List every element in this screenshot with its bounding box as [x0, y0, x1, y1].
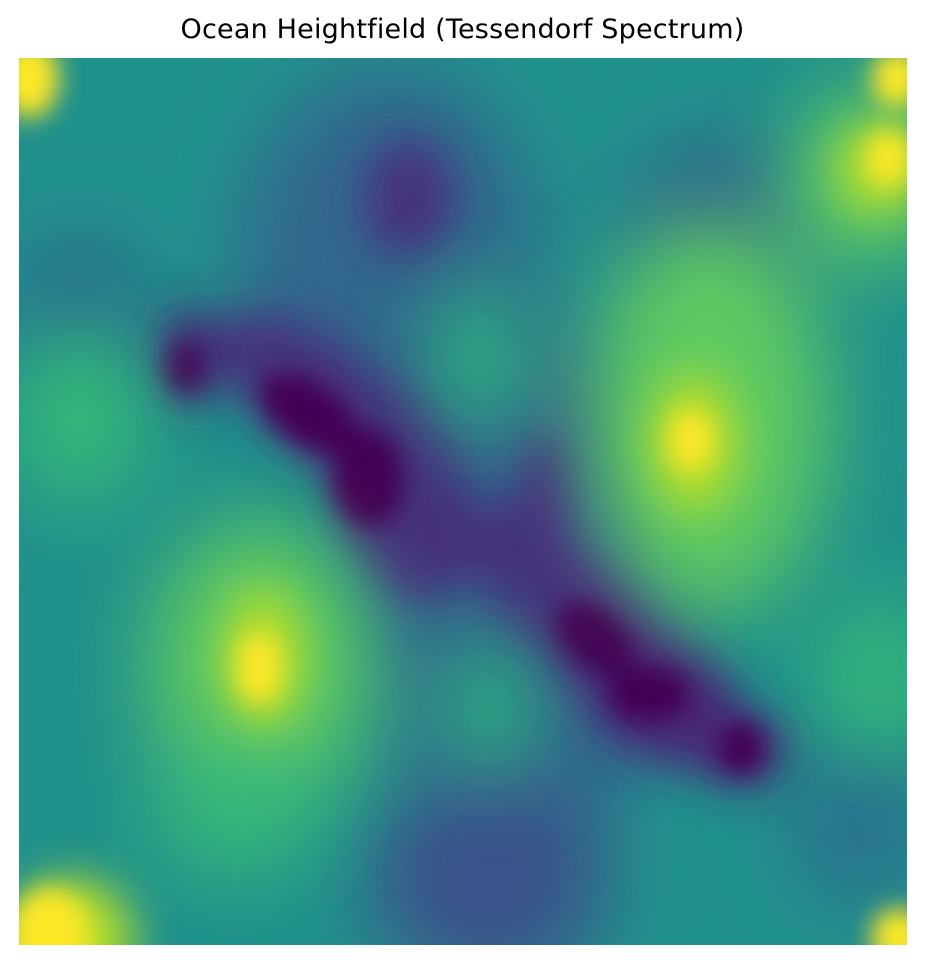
heatmap-image	[19, 58, 907, 945]
heatmap-peak-cores	[19, 58, 907, 945]
heatmap-plot-area	[19, 58, 907, 945]
chart-title: Ocean Heightfield (Tessendorf Spectrum)	[180, 14, 745, 45]
heatmap-trough-cores	[166, 343, 763, 773]
